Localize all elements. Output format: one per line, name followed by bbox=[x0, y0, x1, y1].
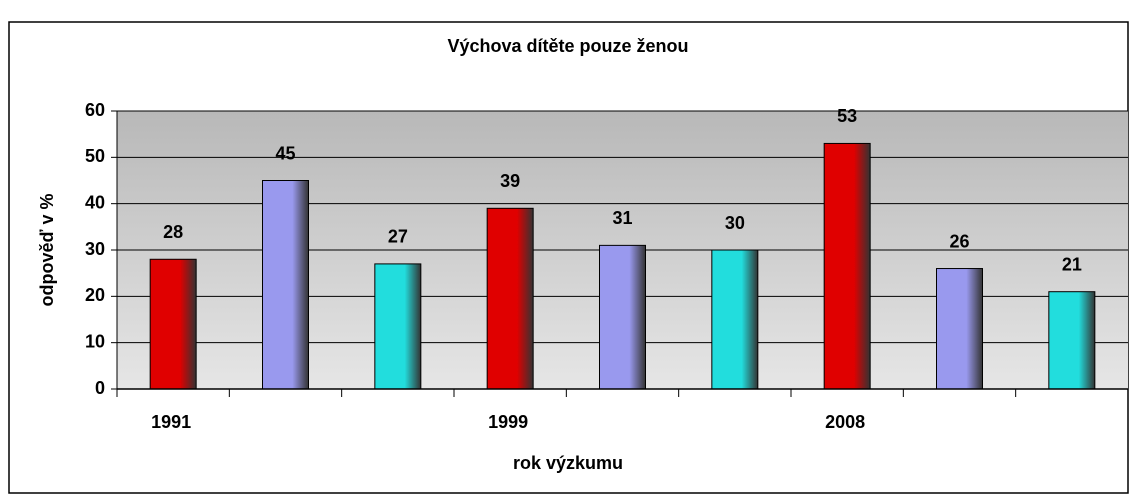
data-label: 21 bbox=[1062, 254, 1082, 274]
bar bbox=[374, 263, 422, 390]
x-tick-label: 1999 bbox=[488, 412, 528, 432]
data-label: 27 bbox=[388, 227, 408, 247]
bar bbox=[1048, 291, 1096, 390]
y-tick-label: 40 bbox=[85, 192, 105, 212]
y-tick-label: 20 bbox=[85, 285, 105, 305]
y-tick-label: 60 bbox=[85, 100, 105, 120]
x-axis-label: rok výzkumu bbox=[513, 453, 623, 473]
bar bbox=[936, 268, 983, 390]
data-label: 53 bbox=[837, 106, 857, 126]
data-label: 39 bbox=[500, 171, 520, 191]
bar bbox=[486, 207, 534, 390]
bar bbox=[149, 258, 197, 390]
y-tick-label: 50 bbox=[85, 146, 105, 166]
chart-title: Výchova dítěte pouze ženou bbox=[447, 36, 688, 56]
bar bbox=[262, 180, 309, 390]
data-label: 28 bbox=[163, 222, 183, 242]
data-label: 31 bbox=[612, 208, 632, 228]
y-tick-label: 30 bbox=[85, 239, 105, 259]
data-label: 45 bbox=[275, 143, 295, 163]
bar bbox=[711, 249, 759, 390]
y-axis-label: odpověď v % bbox=[37, 194, 57, 307]
bar bbox=[823, 142, 871, 390]
y-tick-label: 10 bbox=[85, 331, 105, 351]
data-label: 26 bbox=[949, 231, 969, 251]
data-label: 30 bbox=[725, 213, 745, 233]
x-tick-label: 2008 bbox=[825, 412, 865, 432]
bar bbox=[599, 244, 646, 390]
x-tick-label: 1991 bbox=[151, 412, 191, 432]
y-tick-label: 0 bbox=[95, 378, 105, 398]
